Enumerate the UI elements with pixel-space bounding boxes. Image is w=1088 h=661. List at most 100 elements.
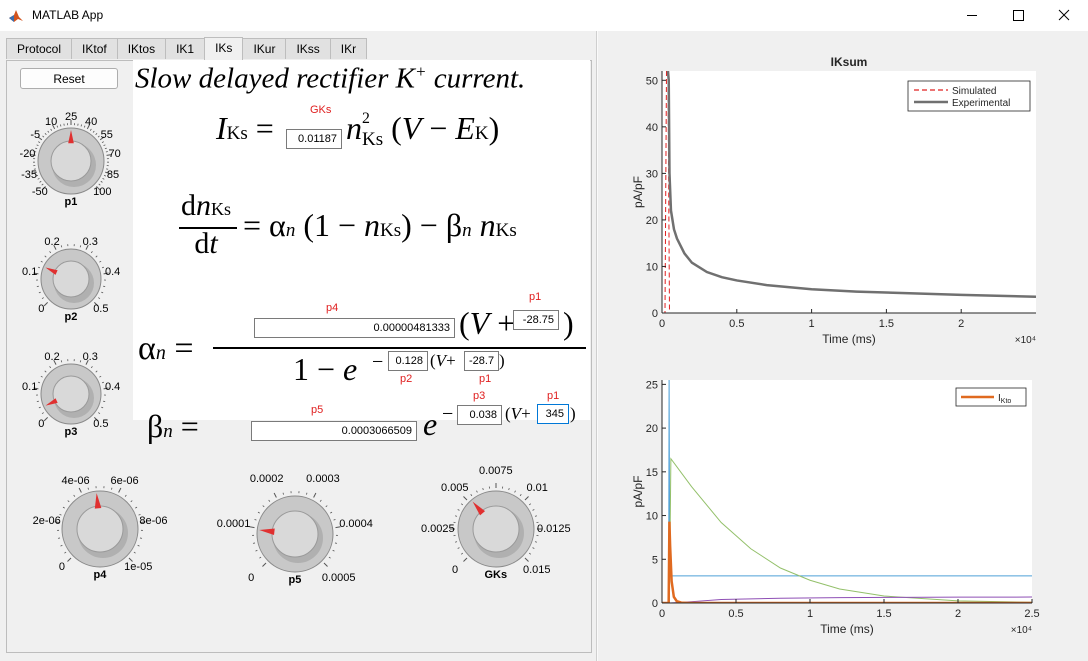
right-panel: 0 0.5 1 1.5 2 0 10 20 30 40 50 Time (ms) ×10⁴ pA/pF IK… [597, 31, 1088, 661]
alpha-exp-minus: − [372, 351, 384, 373]
p4-input[interactable]: 0.00000481333 [254, 318, 455, 338]
knob-tick [33, 272, 39, 275]
knob-pointer[interactable] [94, 493, 102, 509]
knob-tick [83, 125, 86, 128]
knob-cap [472, 505, 520, 553]
reset-button[interactable]: Reset [20, 68, 118, 89]
knob-tick [43, 301, 49, 307]
gks-input[interactable]: 0.01187 [286, 129, 342, 149]
current-components-chart[interactable]: 0 0.5 1 1.5 2 2.5 0 5 10 15 20 25 Time (ms) ×10⁴ pA/pF… [598, 351, 1088, 661]
knob-tick [313, 492, 317, 498]
knob-pointer[interactable] [472, 501, 486, 516]
knob-tick [111, 487, 113, 490]
dn-denominator: dt [194, 227, 218, 260]
knob-p1-dial[interactable] [3, 105, 133, 215]
knob-tick [138, 514, 141, 516]
knob-tick [101, 406, 104, 409]
knob-p2-dial[interactable] [3, 223, 133, 333]
knob-p3-dial[interactable] [3, 336, 133, 446]
knob-p4-dial[interactable] [10, 473, 190, 593]
knob-label: 85 [106, 168, 120, 181]
knob-pointer[interactable] [45, 267, 58, 275]
knob-gks[interactable]: 0 0.0025 0.005 0.0075 0.01 0.0125 0.015 GKs [400, 465, 590, 593]
alpha-denominator: 1 − e [293, 351, 358, 387]
knob-p4[interactable]: 0 2e-06 4e-06 6e-06 8e-06 1e-05 p4 [10, 473, 190, 593]
knob-pointer[interactable] [259, 528, 275, 535]
close-button[interactable] [1041, 0, 1087, 31]
knob-cap [52, 260, 90, 298]
knob-tick [104, 147, 107, 150]
knob-label: 6e-06 [110, 474, 139, 487]
tab-bar: Protocol IKtof IKtos IK1 IKs IKur IKss I… [6, 37, 368, 60]
knob-tick [255, 549, 258, 552]
knob-name: p2 [64, 311, 78, 323]
knob-p5[interactable]: 0 0.0001 0.0002 0.0003 0.0004 0.0005 p5 [200, 473, 390, 598]
knob-tick [93, 301, 99, 307]
knob-tick [106, 154, 112, 156]
knob-pointer[interactable] [68, 130, 74, 144]
knob-tick [319, 499, 322, 502]
plot-area[interactable] [662, 380, 1032, 603]
tab-protocol[interactable]: Protocol [6, 38, 73, 59]
knob-tick [49, 251, 52, 254]
tab-iktos[interactable]: IKtos [116, 38, 167, 59]
knob-tick [103, 144, 106, 147]
maximize-button[interactable] [995, 0, 1041, 31]
window-title: MATLAB App [32, 8, 104, 22]
knob-p3[interactable]: 0 0.1 0.2 0.3 0.4 0.5 p3 [3, 336, 133, 446]
knob-gks-dial[interactable] [400, 473, 590, 593]
tab-ikur[interactable]: IKur [242, 38, 287, 59]
knob-cap [76, 505, 124, 553]
knob-label: 0.0025 [421, 523, 455, 535]
knob-tick [140, 521, 146, 524]
knob-label: 0.4 [104, 381, 121, 394]
knob-tick [323, 562, 328, 567]
knob-label: -20 [19, 148, 36, 161]
knob-pointer[interactable] [45, 398, 58, 406]
p2-input[interactable]: 0.128 [388, 351, 428, 371]
y-tick-label: 20 [646, 423, 658, 435]
knob-p1[interactable]: -50 -35 -20 -5 10 25 40 55 70 85 100 p1 [3, 105, 133, 215]
knob-label: 0.005 [440, 481, 469, 494]
knob-tick [103, 174, 107, 177]
knob-tick [37, 381, 41, 384]
knob-tick [79, 360, 82, 363]
tab-iktof[interactable]: IKtof [71, 38, 118, 59]
knob-name: p4 [93, 569, 107, 581]
close-icon [1058, 9, 1070, 21]
knob-tick [87, 487, 89, 490]
knob-tick [44, 133, 47, 136]
p5-input[interactable]: 0.0003066509 [251, 421, 417, 441]
knob-p2[interactable]: 0 0.1 0.2 0.3 0.4 0.5 p2 [3, 223, 133, 333]
knob-tick [35, 147, 38, 150]
knob-tick [86, 124, 91, 130]
knob-tick [101, 381, 105, 384]
alpha-fraction-line [213, 347, 586, 349]
x-tick-label: 1 [809, 318, 815, 330]
p1-input-alpha[interactable]: -28.75 [513, 310, 559, 330]
knob-tick [463, 496, 468, 501]
knob-tick [90, 366, 93, 369]
alpha-numerator-v: (V + [459, 305, 516, 341]
tab-ikss[interactable]: IKss [285, 38, 331, 59]
x-axis-label: Time (ms) [820, 622, 874, 636]
knob-tick [47, 130, 50, 133]
knob-tick [80, 124, 82, 127]
matlab-icon [8, 8, 24, 24]
knob-label: 70 [108, 148, 121, 161]
knob-label: 0 [58, 561, 65, 574]
knob-tick [259, 556, 262, 559]
p3-input[interactable]: 0.038 [457, 405, 502, 425]
knob-tick [325, 505, 328, 508]
knob-tick [335, 526, 341, 529]
minimize-button[interactable] [949, 0, 995, 31]
knob-p5-dial[interactable] [200, 478, 390, 598]
tab-ik1[interactable]: IK1 [165, 38, 206, 59]
p1-input-beta[interactable]: 345 [537, 404, 569, 424]
knob-label: 0.0004 [339, 518, 373, 531]
p1-input-exp[interactable]: -28.7 [464, 351, 499, 371]
tab-ikr[interactable]: IKr [329, 38, 368, 59]
knob-tick [257, 511, 260, 514]
tab-iks[interactable]: IKs [204, 37, 244, 60]
